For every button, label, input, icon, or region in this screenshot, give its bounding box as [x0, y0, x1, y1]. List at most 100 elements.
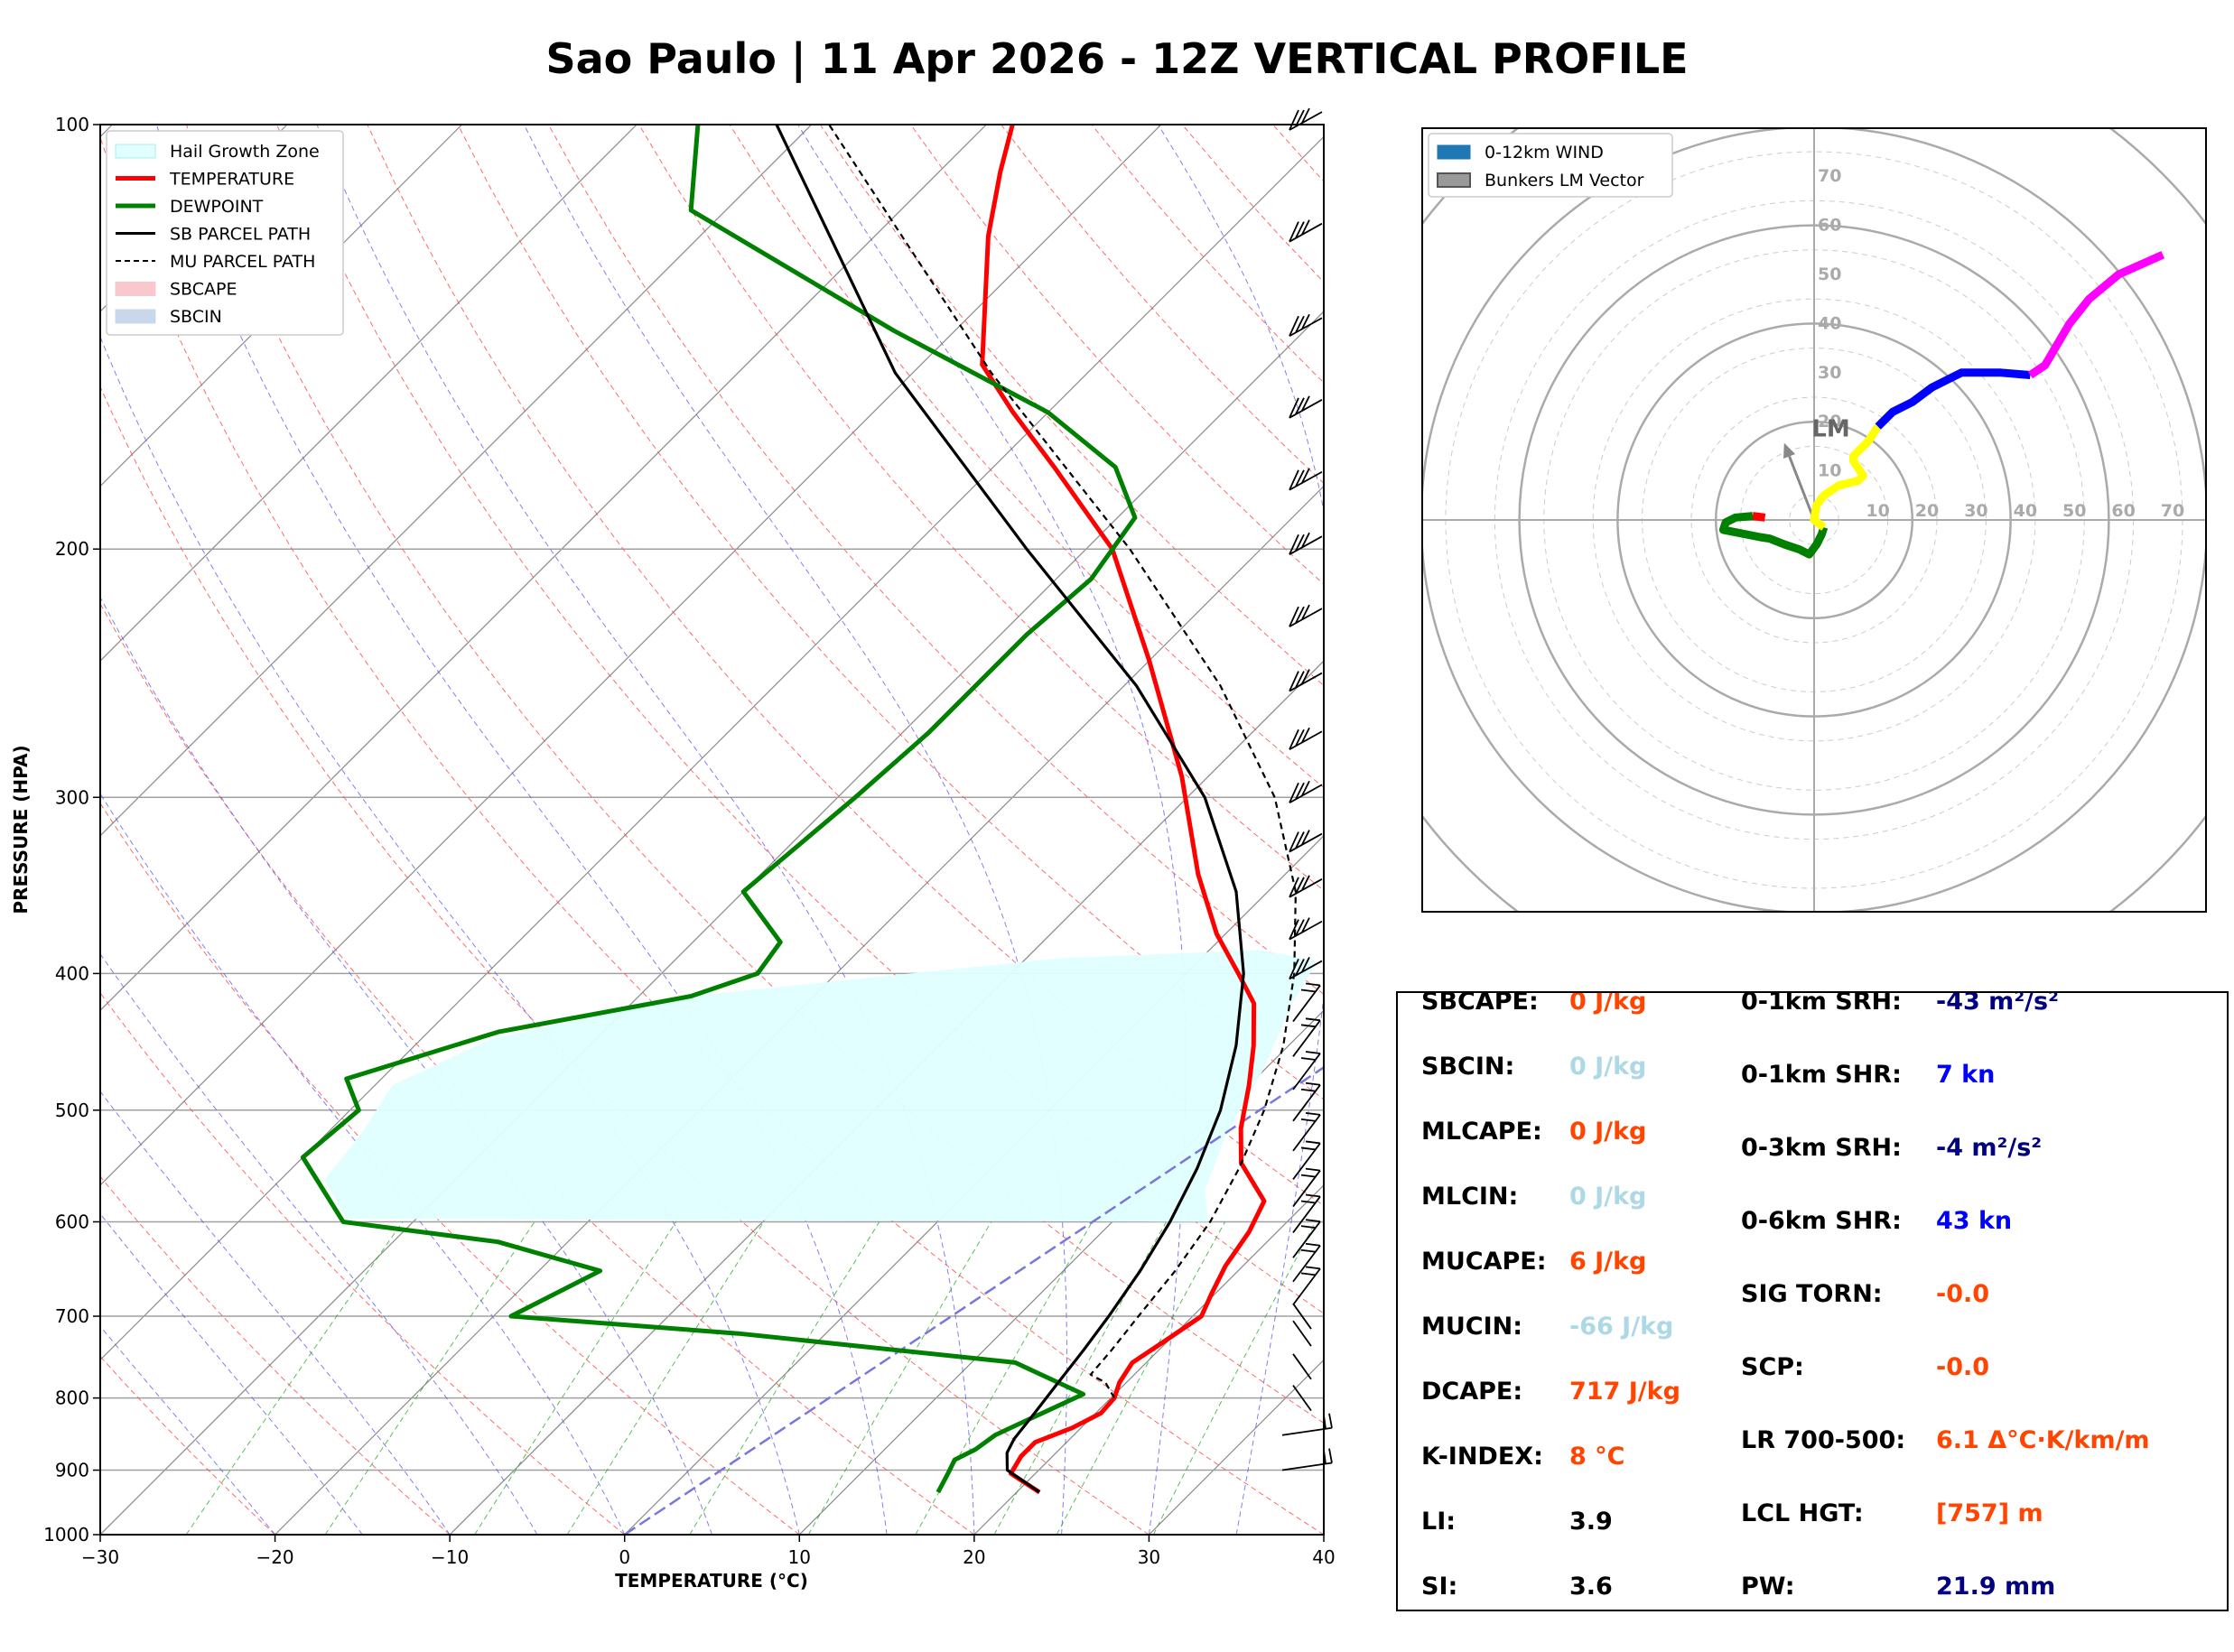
y-tick-label: 700: [55, 1305, 89, 1327]
legend-label: TEMPERATURE: [169, 170, 294, 190]
stat-label: K-INDEX:: [1421, 1443, 1543, 1471]
moist-adiabat: [1158, 125, 1324, 1535]
stat-value: -66 J/kg: [1569, 1313, 1674, 1341]
legend-label: Bunkers LM Vector: [1485, 171, 1644, 190]
wind-barb: [1292, 1051, 1321, 1091]
stat-label: LCL HGT:: [1741, 1499, 1864, 1527]
x-tick-label: 30: [1138, 1546, 1160, 1568]
moist-adiabat: [100, 335, 800, 1535]
hodograph-ring-label: 60: [2111, 501, 2135, 521]
series-mu-parcel-path: [828, 125, 1298, 1399]
stat-value: [757] m: [1936, 1499, 2043, 1527]
wind-barb: [1292, 1303, 1312, 1330]
isotherm: [100, 311, 1324, 1535]
y-tick-label: 900: [55, 1460, 89, 1481]
isotherm: [624, 834, 1324, 1535]
stat-value: 0 J/kg: [1569, 991, 1647, 1016]
stat-label: MUCAPE:: [1421, 1248, 1547, 1276]
wind-barb: [1292, 982, 1321, 1023]
parameters-panel: SBCAPE: 0 J/kg SBCIN: 0 J/kg MLCAPE: 0 J/kg ML…: [1396, 991, 2229, 1611]
stat-label: SIG TORN:: [1741, 1280, 1883, 1308]
hodograph-segment: [1752, 512, 1766, 522]
hodograph-ring: [1224, 0, 2234, 1109]
y-tick-label: 1000: [43, 1524, 89, 1545]
dry-adiabat: [100, 135, 1324, 1535]
hodograph-ring-label: 10: [1866, 501, 1889, 521]
bunkers-lm-vector: [1788, 455, 1816, 521]
isotherm: [798, 1009, 1324, 1535]
dry-adiabat: [100, 802, 800, 1535]
wind-barb: [1281, 1413, 1333, 1436]
dry-adiabat: [100, 385, 1150, 1535]
hodograph-segment: [2027, 251, 2165, 379]
wind-barb: [1289, 917, 1323, 941]
isotherm: [100, 125, 462, 487]
legend-label: 0-12km WIND: [1485, 143, 1604, 162]
hodograph-ring-label: 60: [1818, 216, 1841, 236]
wind-barb: [1292, 1081, 1321, 1122]
stat-value: 6 J/kg: [1569, 1248, 1647, 1276]
x-tick-label: 0: [619, 1546, 630, 1568]
moist-adiabat: [797, 125, 1187, 1535]
bunkers-lm-arrowhead: [1783, 442, 1796, 459]
mixing-ratio-line: [324, 1221, 535, 1535]
hodograph-ring-label: 10: [1818, 461, 1841, 481]
y-tick-label: 100: [55, 114, 89, 135]
y-tick-label: 800: [55, 1387, 89, 1409]
moist-adiabat: [523, 125, 1067, 1535]
legend-swatch: [1437, 144, 1471, 160]
hodograph-ring-label: 50: [2062, 501, 2086, 521]
y-tick-label: 600: [55, 1211, 89, 1232]
hodograph-segment: [1718, 512, 1829, 559]
legend-label: SBCAPE: [170, 280, 237, 300]
wind-barb: [1289, 780, 1323, 804]
wind-barb: [1292, 1266, 1321, 1305]
stat-value: 717 J/kg: [1569, 1378, 1680, 1406]
moist-adiabat: [155, 125, 888, 1535]
isotherm: [100, 125, 813, 837]
stat-label: SCP:: [1741, 1353, 1804, 1381]
dry-adiabat: [185, 125, 1324, 1425]
wind-barb: [1292, 1242, 1321, 1283]
stat-label: 0-1km SHR:: [1741, 1061, 1902, 1089]
stat-value: 43 kn: [1936, 1207, 2013, 1235]
mixing-ratio-line: [185, 1221, 404, 1535]
wind-barb: [1289, 219, 1323, 243]
stat-label: MLCAPE:: [1421, 1118, 1542, 1146]
stat-label: SI:: [1421, 1573, 1458, 1601]
legend-swatch: [115, 144, 156, 159]
stat-value: -0.0: [1936, 1353, 1990, 1381]
hodograph-frame: [1421, 127, 2207, 913]
x-tick-label: 20: [963, 1546, 985, 1568]
dry-adiabat: [729, 125, 1324, 789]
wind-barb: [1289, 107, 1323, 131]
stat-value: 7 kn: [1936, 1061, 1996, 1089]
mixing-ratio-line: [566, 1221, 765, 1535]
stat-label: 0-1km SRH:: [1741, 991, 1902, 1016]
stat-label: LI:: [1421, 1508, 1457, 1536]
dry-adiabat: [100, 992, 626, 1535]
hodograph-ring-label: 30: [1964, 501, 1987, 521]
skewt-legend-box: [106, 130, 344, 336]
y-tick-label: 500: [55, 1100, 89, 1121]
x-tick-label: −20: [256, 1546, 293, 1568]
mixing-ratio-line: [474, 1221, 677, 1535]
stat-label: 0-6km SHR:: [1741, 1207, 1902, 1235]
stat-value: 21.9 mm: [1936, 1573, 2056, 1601]
isotherm: [100, 135, 1324, 1361]
legend-swatch: [115, 309, 156, 324]
hodograph-ring-label: 70: [2161, 501, 2184, 521]
wind-barb: [1289, 727, 1323, 751]
series-dewpoint: [300, 125, 1138, 1494]
stat-value: 6.1 Δ°C·K/km/m: [1936, 1426, 2150, 1454]
stat-value: 8 °C: [1569, 1443, 1625, 1471]
moist-adiabat: [100, 596, 712, 1535]
wind-barb: [1289, 875, 1323, 898]
stat-value: 0 J/kg: [1569, 1118, 1647, 1146]
page-title: Sao Paulo | 11 Apr 2026 - 12Z VERTICAL P…: [545, 34, 1689, 83]
isotherm: [449, 660, 1324, 1535]
stat-value: -0.0: [1936, 1280, 1990, 1308]
x-tick-label: −30: [81, 1546, 119, 1568]
wind-barb: [1289, 532, 1323, 555]
